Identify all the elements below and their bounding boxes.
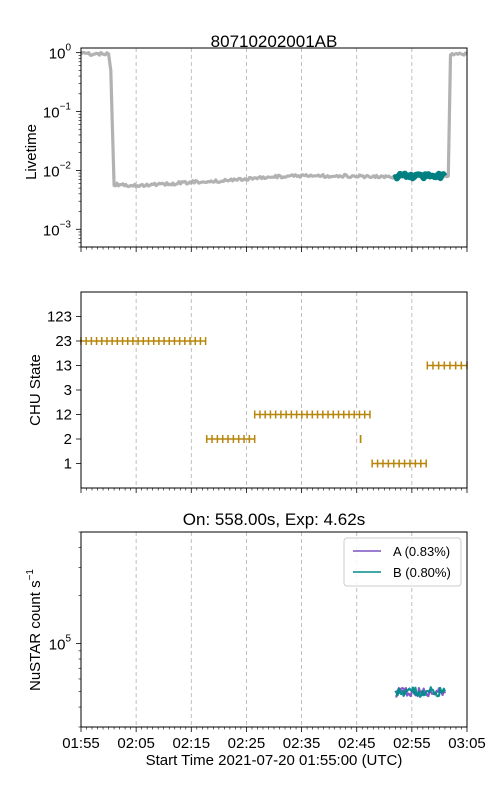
y-tick-label: 13	[55, 358, 72, 375]
livetime-series-teal	[395, 174, 445, 179]
y-tick-label: 2	[64, 431, 72, 448]
y-tick-label-base: 10	[49, 637, 66, 654]
x-tick-label: 02:05	[117, 735, 155, 752]
count-rate-panel: On: 558.00s, Exp: 4.62s 105 01:55 02:05 02:…	[25, 510, 486, 769]
y-tick-label-exponent: 5	[65, 634, 71, 645]
count-rate-data	[395, 687, 445, 697]
livetime-axes: 10010−110−210−3	[43, 43, 467, 252]
x-tick-label: 02:35	[283, 735, 321, 752]
chu-state-panel: 121231323123 CHU State	[27, 292, 467, 493]
y-tick-label: 123	[47, 309, 72, 326]
x-tick-label: 01:55	[62, 735, 100, 752]
y-tick-label: 105	[49, 634, 72, 654]
y-tick-label: 3	[64, 382, 72, 399]
x-tick-label: 03:05	[448, 735, 486, 752]
chu-state-data	[81, 337, 467, 468]
y-tick-label-exponent: −1	[60, 102, 72, 113]
count-rate-title: On: 558.00s, Exp: 4.62s	[183, 510, 365, 529]
x-tick-label: 02:15	[173, 735, 211, 752]
y-tick-label: 23	[55, 333, 72, 350]
y-tick-label-base: 10	[43, 105, 60, 122]
chu-state-ylabel: CHU State	[27, 354, 44, 426]
chu-state-grid	[136, 292, 412, 488]
legend: A (0.83%) B (0.80%)	[344, 538, 461, 586]
plot-frame	[81, 292, 467, 488]
count-rate-ylabel-exponent: −1	[25, 569, 36, 581]
y-tick-label: 10−1	[43, 102, 72, 122]
y-tick-label: 1	[64, 456, 72, 473]
legend-label: A (0.83%)	[393, 544, 450, 559]
y-tick-label-exponent: 0	[65, 43, 71, 54]
livetime-panel: 80710202001AB 10010−110−210−3 Livetime	[23, 32, 467, 252]
x-tick-label: 02:45	[338, 735, 376, 752]
livetime-data	[81, 53, 467, 187]
plot-frame	[81, 48, 467, 247]
legend-label: B (0.80%)	[393, 565, 451, 580]
livetime-ylabel: Livetime	[23, 124, 40, 180]
y-tick-label-base: 10	[49, 46, 66, 63]
y-tick-label-base: 10	[43, 163, 60, 180]
livetime-grid	[136, 48, 412, 247]
livetime-series-gray	[81, 53, 467, 187]
y-tick-label-base: 10	[43, 222, 60, 239]
y-tick-label: 10−3	[43, 219, 72, 239]
y-tick-label-exponent: −3	[60, 219, 72, 230]
x-tick-label: 02:25	[228, 735, 266, 752]
x-axis-label: Start Time 2021-07-20 01:55:00 (UTC)	[146, 752, 403, 769]
y-tick-label: 10−2	[43, 160, 72, 180]
count-rate-ylabel: NuSTAR count s−1	[25, 569, 44, 691]
x-tick-label: 02:55	[393, 735, 431, 752]
y-tick-label-exponent: −2	[60, 160, 72, 171]
y-tick-label: 12	[55, 407, 72, 424]
y-tick-label: 100	[49, 43, 72, 63]
